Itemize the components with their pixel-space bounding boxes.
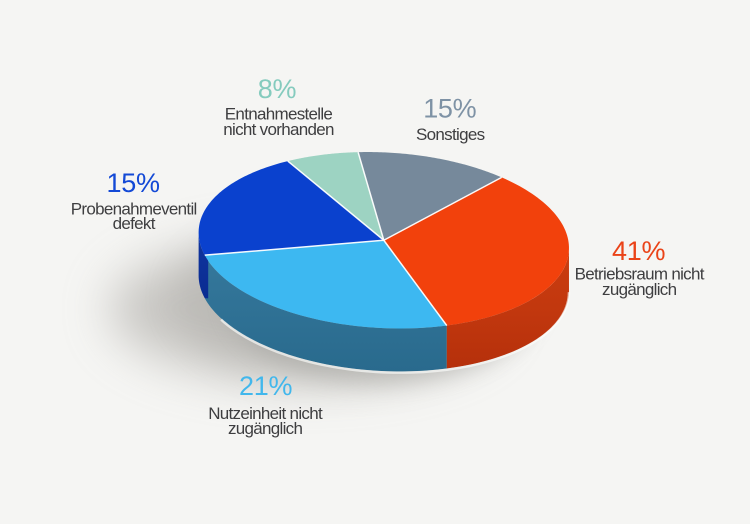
svg-text:zugänglich: zugänglich — [228, 419, 303, 438]
svg-text:41%: 41% — [612, 236, 665, 266]
svg-text:Sonstiges: Sonstiges — [416, 125, 485, 144]
svg-text:Betriebsraum nicht: Betriebsraum nicht — [575, 265, 705, 284]
svg-text:Nutzeinheit nicht: Nutzeinheit nicht — [208, 404, 323, 423]
svg-text:15%: 15% — [107, 168, 160, 198]
svg-text:8%: 8% — [258, 74, 297, 104]
svg-text:15%: 15% — [423, 94, 476, 124]
svg-text:defekt: defekt — [113, 214, 156, 233]
svg-text:nicht vorhanden: nicht vorhanden — [223, 120, 334, 139]
svg-text:zugänglich: zugänglich — [602, 280, 677, 299]
svg-text:21%: 21% — [239, 371, 292, 401]
svg-text:Probenahmeventil: Probenahmeventil — [71, 199, 197, 218]
svg-text:Entnahmestelle: Entnahmestelle — [225, 105, 333, 124]
